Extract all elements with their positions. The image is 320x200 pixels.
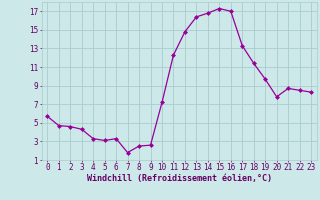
X-axis label: Windchill (Refroidissement éolien,°C): Windchill (Refroidissement éolien,°C)	[87, 174, 272, 183]
